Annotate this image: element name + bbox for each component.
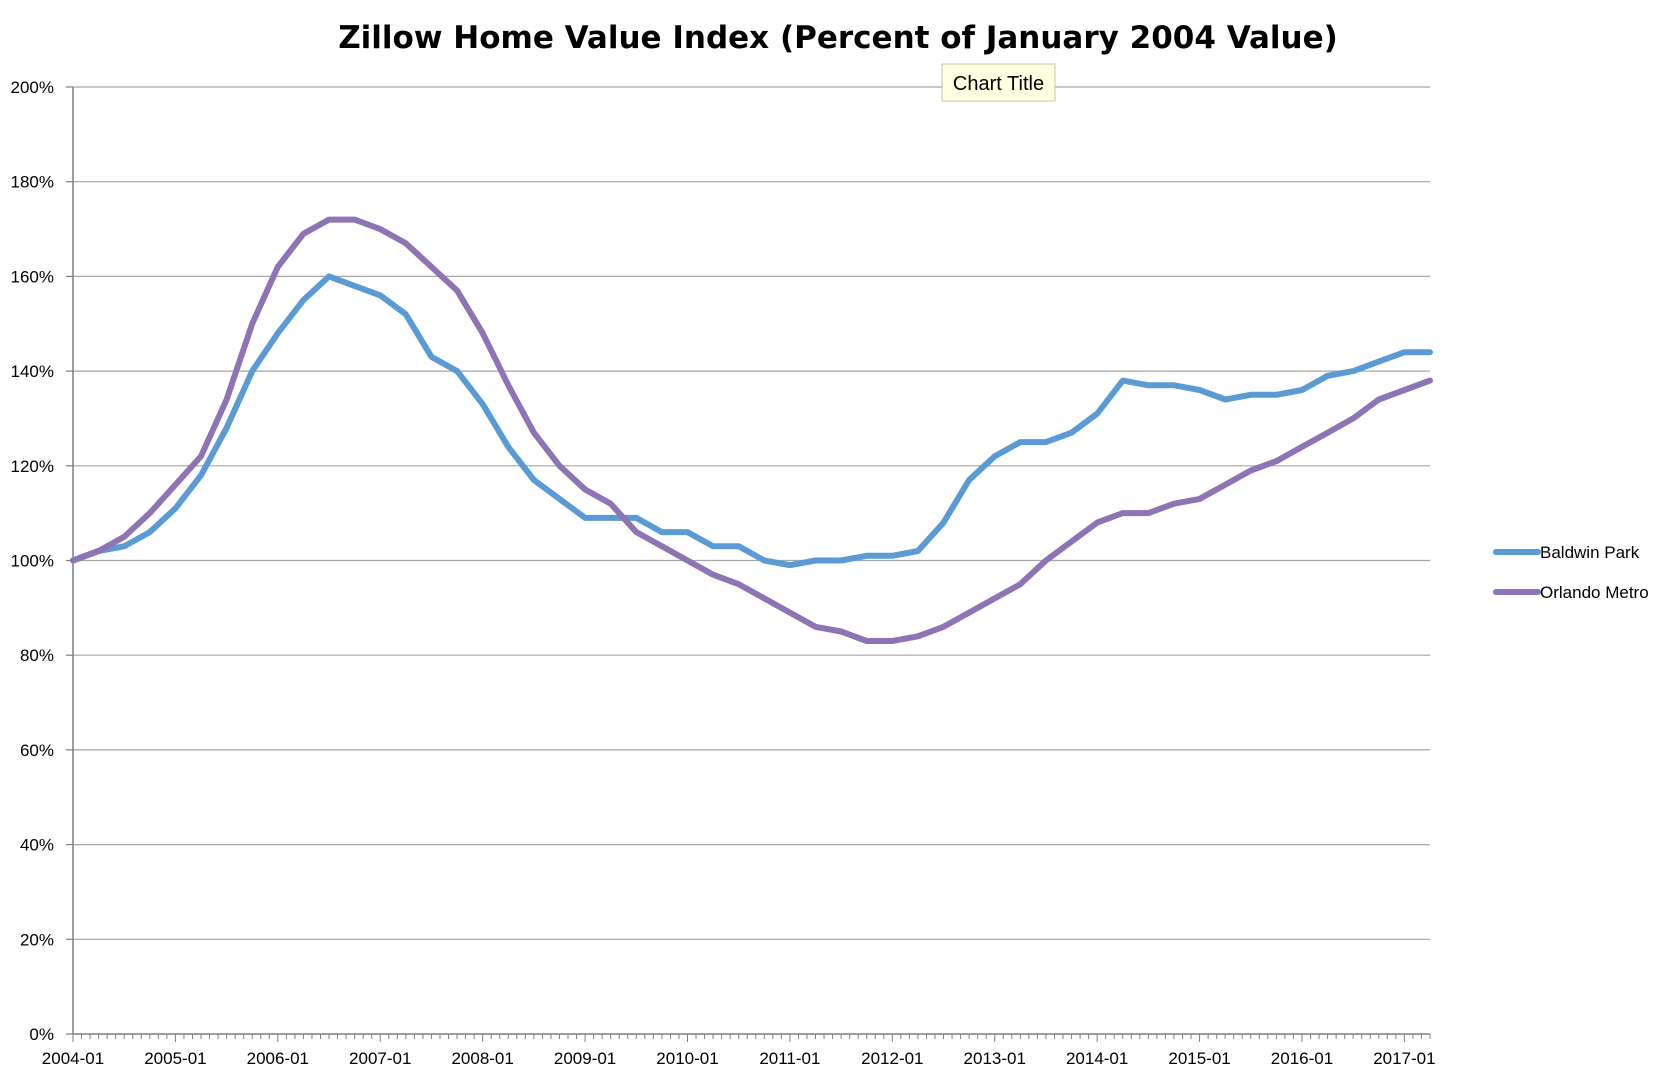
y-tick-label: 100% bbox=[11, 552, 54, 571]
x-tick-label: 2004-01 bbox=[42, 1049, 104, 1068]
y-tick-label: 140% bbox=[11, 362, 54, 381]
tooltip-text: Chart Title bbox=[953, 73, 1044, 95]
y-tick-label: 20% bbox=[20, 930, 54, 949]
x-tick-label: 2014-01 bbox=[1066, 1049, 1128, 1068]
y-tick-label: 60% bbox=[20, 741, 54, 760]
series-line-baldwin-park bbox=[70, 273, 1433, 569]
x-tick-label: 2017-01 bbox=[1373, 1049, 1435, 1068]
y-tick-label: 80% bbox=[20, 646, 54, 665]
x-tick-label: 2013-01 bbox=[964, 1049, 1026, 1068]
x-tick-label: 2010-01 bbox=[656, 1049, 718, 1068]
x-tick-label: 2015-01 bbox=[1168, 1049, 1230, 1068]
y-tick-label: 0% bbox=[29, 1025, 54, 1044]
y-tick-label: 160% bbox=[11, 267, 54, 286]
chart-title-tooltip: Chart Title bbox=[941, 63, 1056, 102]
chart-title: Zillow Home Value Index (Percent of Janu… bbox=[338, 20, 1338, 56]
y-tick-label: 120% bbox=[11, 457, 54, 476]
y-tick-label: 180% bbox=[11, 173, 54, 192]
legend-label: Orlando Metro bbox=[1540, 583, 1649, 602]
x-tick-label: 2005-01 bbox=[144, 1049, 206, 1068]
x-tick-label: 2011-01 bbox=[759, 1049, 820, 1068]
gridlines bbox=[73, 86, 1430, 940]
x-tick-label: 2008-01 bbox=[451, 1049, 513, 1068]
y-tick-label: 40% bbox=[20, 836, 54, 855]
x-tick-label: 2009-01 bbox=[554, 1049, 616, 1068]
y-tick-label: 200% bbox=[11, 78, 54, 97]
series-line-orlando-metro bbox=[70, 216, 1433, 644]
x-tick-label: 2007-01 bbox=[349, 1049, 411, 1068]
legend-label: Baldwin Park bbox=[1540, 543, 1640, 562]
axes: 0% 20% 40% 60% 80% 100% 120% 140% 160% 180% 200% 20… bbox=[11, 78, 1436, 1068]
x-tick-label: 2016-01 bbox=[1271, 1049, 1333, 1068]
series-lines bbox=[70, 216, 1433, 644]
legend: Baldwin Park Orlando Metro bbox=[1493, 543, 1649, 602]
x-tick-label: 2012-01 bbox=[861, 1049, 923, 1068]
x-tick-label: 2006-01 bbox=[247, 1049, 309, 1068]
